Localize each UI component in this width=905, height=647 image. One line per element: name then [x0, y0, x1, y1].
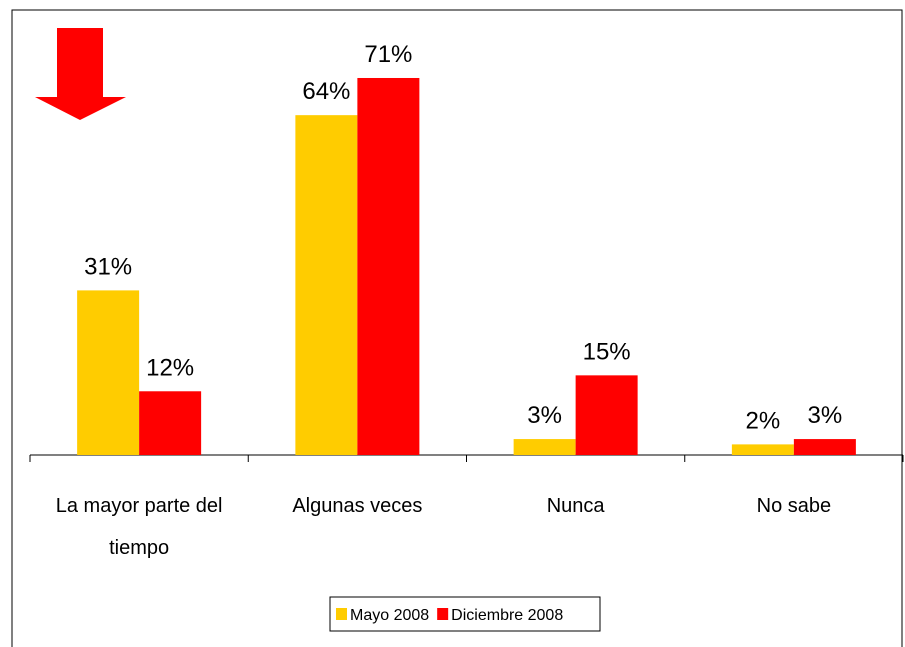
- data-label: 31%: [84, 253, 132, 280]
- data-label: 64%: [302, 78, 350, 105]
- data-label: 3%: [808, 402, 843, 429]
- data-label: 15%: [583, 338, 631, 365]
- bar: [513, 439, 576, 455]
- bar: [575, 375, 638, 455]
- data-label: 2%: [746, 407, 781, 434]
- chart-frame: [11, 9, 903, 647]
- x-tick-label: Nunca: [547, 495, 606, 517]
- x-tick-label: La mayor parte del tiempo: [56, 495, 223, 559]
- bar: [793, 439, 856, 455]
- x-tick-label: No sabe: [757, 495, 832, 517]
- bar: [139, 391, 202, 455]
- bar: [731, 444, 794, 455]
- x-tick-label-line: tiempo: [109, 537, 169, 559]
- legend-label: Mayo 2008: [350, 607, 429, 624]
- data-label: 12%: [146, 354, 194, 381]
- legend-swatch: [437, 608, 449, 620]
- arrow-icon: [35, 28, 126, 120]
- bar: [295, 115, 358, 455]
- x-tick-label: Algunas veces: [292, 495, 422, 517]
- x-tick-label-line: La mayor parte del: [56, 495, 223, 517]
- legend-swatch: [336, 608, 347, 620]
- data-label: 3%: [527, 402, 562, 429]
- legend-label: Diciembre 2008: [451, 607, 563, 624]
- data-label: 71%: [364, 41, 412, 68]
- legend-box: [329, 596, 601, 632]
- bar: [77, 290, 140, 455]
- bar: [357, 77, 420, 456]
